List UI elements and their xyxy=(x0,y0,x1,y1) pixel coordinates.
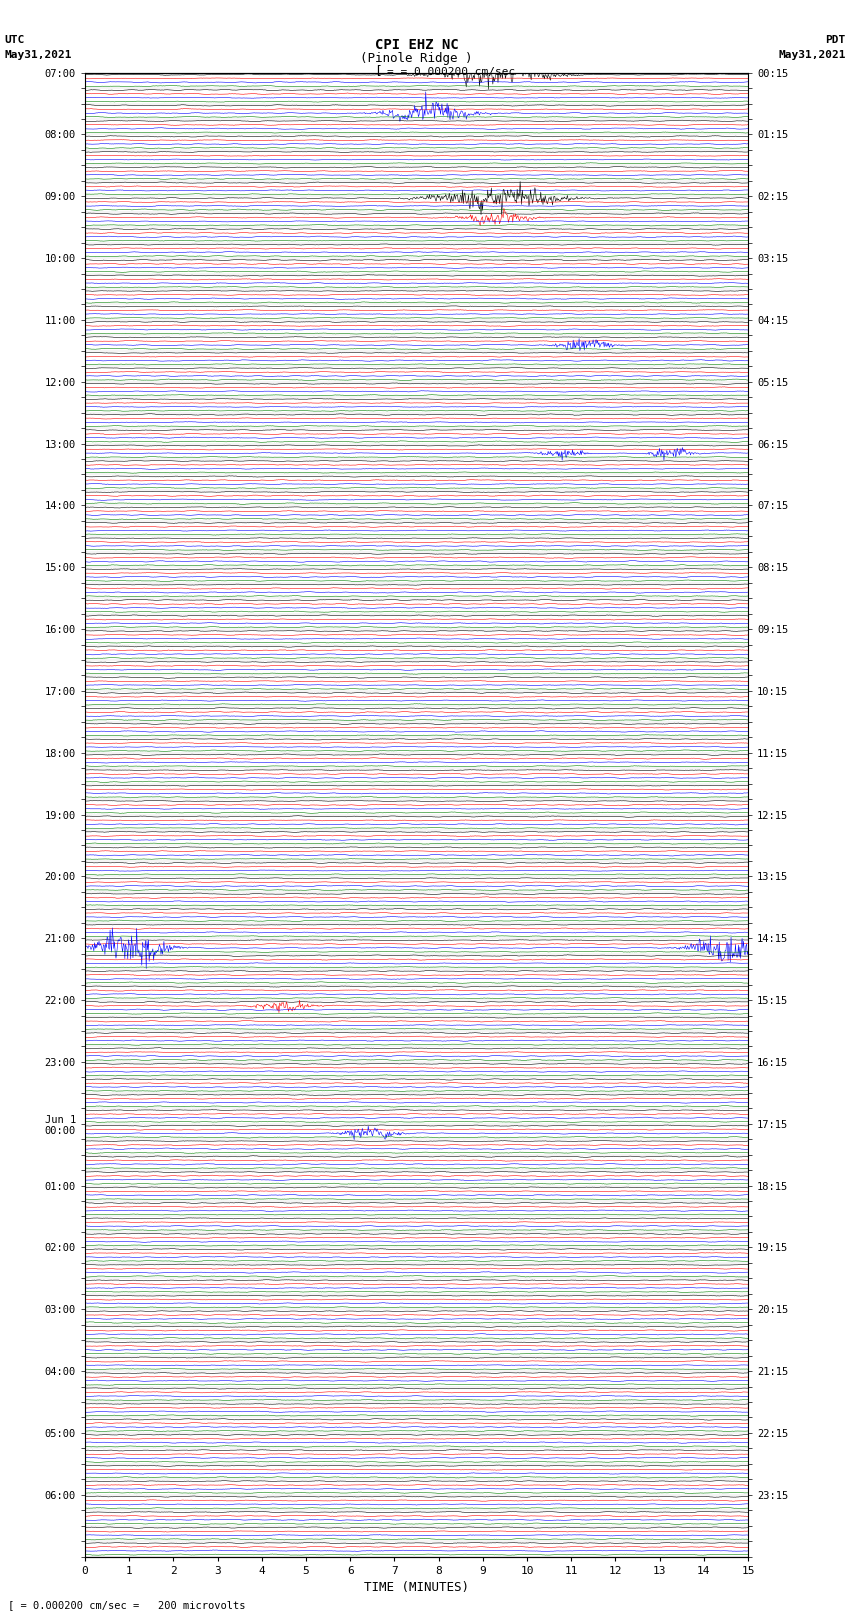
X-axis label: TIME (MINUTES): TIME (MINUTES) xyxy=(364,1581,469,1594)
Text: CPI EHZ NC: CPI EHZ NC xyxy=(375,37,458,52)
Text: PDT: PDT xyxy=(825,35,846,45)
Text: [ = 0.000200 cm/sec =   200 microvolts: [ = 0.000200 cm/sec = 200 microvolts xyxy=(8,1600,246,1610)
Text: [: [ xyxy=(374,65,382,77)
Text: May31,2021: May31,2021 xyxy=(779,50,846,60)
Text: May31,2021: May31,2021 xyxy=(4,50,71,60)
Text: UTC: UTC xyxy=(4,35,25,45)
Text: = = 0.000200 cm/sec: = = 0.000200 cm/sec xyxy=(387,68,515,77)
Text: (Pinole Ridge ): (Pinole Ridge ) xyxy=(360,52,473,65)
